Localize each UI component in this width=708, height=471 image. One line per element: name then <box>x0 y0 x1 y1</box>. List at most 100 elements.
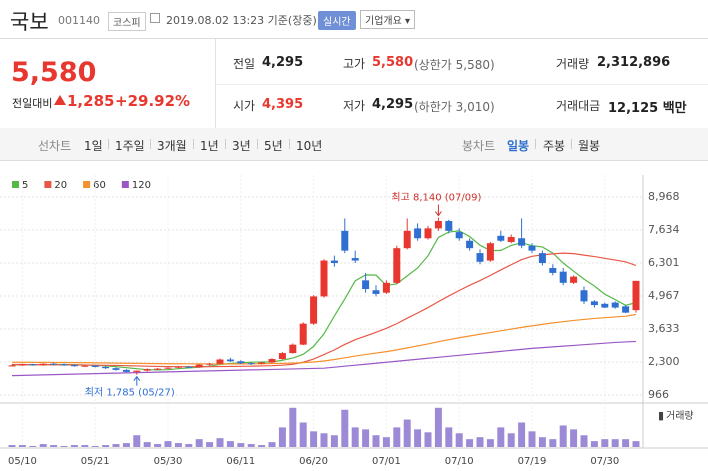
company-button[interactable]: 기업개요 ▾ <box>360 10 416 29</box>
tab[interactable]: 3년 <box>232 139 251 153</box>
annotation-arrowhead <box>435 211 442 217</box>
volume-bar <box>237 443 245 447</box>
volume-bar <box>91 446 99 447</box>
volume-bar <box>372 435 380 447</box>
volume-bar <box>29 446 37 447</box>
candle-body <box>518 238 526 246</box>
tab[interactable]: 1주일 <box>115 139 145 153</box>
volume-bar <box>258 445 266 447</box>
volume-bar <box>570 429 578 447</box>
tab[interactable]: 10년 <box>296 139 323 153</box>
candle-body <box>122 369 130 372</box>
legend-label: 5 <box>22 180 28 191</box>
x-tick-label: 07/10 <box>445 456 474 467</box>
volume-bar <box>247 444 255 447</box>
candle-body <box>372 290 380 294</box>
y-tick-label: 4,967 <box>648 289 680 302</box>
tab[interactable]: 3개월 <box>157 139 187 153</box>
candle-body <box>50 363 58 365</box>
time-stamp: 2019.08.02 13:23 기준(장중) <box>166 14 317 27</box>
candle-body <box>289 344 297 354</box>
candle-body <box>29 364 37 366</box>
volume-bar <box>611 439 619 447</box>
volume-bar <box>164 441 172 447</box>
volume-bar <box>60 446 68 447</box>
candle-body <box>206 363 214 365</box>
candle-body <box>414 228 422 239</box>
volume-bar <box>174 443 182 447</box>
volume-bar <box>278 427 286 447</box>
tab-sep <box>289 139 290 149</box>
candle-body <box>91 365 99 367</box>
tab-sep <box>193 139 194 149</box>
volume-bar <box>341 409 349 447</box>
volume-bar <box>133 435 141 447</box>
candle-body <box>39 363 47 366</box>
volume-bar <box>50 445 58 447</box>
candle-body <box>174 366 182 368</box>
volume-bar <box>466 439 474 447</box>
candle-body <box>486 243 494 261</box>
candle-body <box>382 282 390 293</box>
volume-bar <box>70 445 78 447</box>
volume-bar <box>112 444 120 447</box>
stock-name: 국보 <box>10 10 49 34</box>
change-label: 전일대비 <box>12 97 53 110</box>
x-tick-label: 05/10 <box>8 456 37 467</box>
candle-body <box>455 232 463 239</box>
candle-body <box>341 230 349 251</box>
tab-sep <box>535 139 536 149</box>
volume-bar <box>330 435 338 447</box>
volume-bar <box>559 425 567 447</box>
volume-bar <box>518 422 526 447</box>
candle-body <box>154 368 162 370</box>
tab[interactable]: 1년 <box>200 139 219 153</box>
volume-bar <box>206 442 214 447</box>
volume-bar <box>195 439 203 447</box>
divider <box>215 39 216 128</box>
legend-swatch <box>121 181 129 188</box>
candle-body <box>133 370 141 372</box>
volume-bar <box>622 439 630 447</box>
tab-active[interactable]: 일봉 <box>507 139 530 153</box>
volume-bar <box>289 407 297 447</box>
price: 5,580 <box>11 57 97 88</box>
volume-bar <box>299 422 307 447</box>
tab-group: 봉차트 <box>462 139 496 153</box>
candle-body <box>164 367 172 369</box>
volume-bar <box>497 427 505 447</box>
quote-label: 고가 <box>343 57 366 71</box>
candle-body <box>497 235 505 241</box>
realtime-badge[interactable]: 실시간 <box>318 11 356 30</box>
tab[interactable]: 1일 <box>84 139 103 153</box>
tab-sep <box>257 139 258 149</box>
volume-bar <box>8 445 16 447</box>
volume-bar <box>455 433 463 447</box>
volume-bar <box>185 444 193 447</box>
candle-body <box>528 245 536 251</box>
volume-bar <box>382 437 390 447</box>
tab[interactable]: 월봉 <box>578 139 601 153</box>
candle-body <box>237 361 245 364</box>
volume-bar <box>445 427 453 447</box>
candle-body <box>102 366 110 369</box>
legend-label: 60 <box>93 180 106 191</box>
ma-line <box>12 313 637 365</box>
candle-body <box>81 365 89 367</box>
x-tick-label: 06/20 <box>299 456 328 467</box>
volume-bar <box>393 427 401 447</box>
volume-bar <box>424 432 432 447</box>
tab[interactable]: 주봉 <box>543 139 566 153</box>
quote-note: (하한가 3,010) <box>414 100 495 114</box>
volume-bar <box>18 445 26 447</box>
volume-bar <box>590 441 598 447</box>
ma-line <box>11 340 637 377</box>
y-tick-label: 3,633 <box>648 322 680 335</box>
quote-value: 4,395 <box>262 97 304 112</box>
annotation-high: 최고 8,140 (07/09) <box>391 191 481 203</box>
tab[interactable]: 5년 <box>264 139 283 153</box>
volume-bar <box>310 431 318 447</box>
volume-bar <box>154 444 162 447</box>
ma-line <box>11 230 637 371</box>
